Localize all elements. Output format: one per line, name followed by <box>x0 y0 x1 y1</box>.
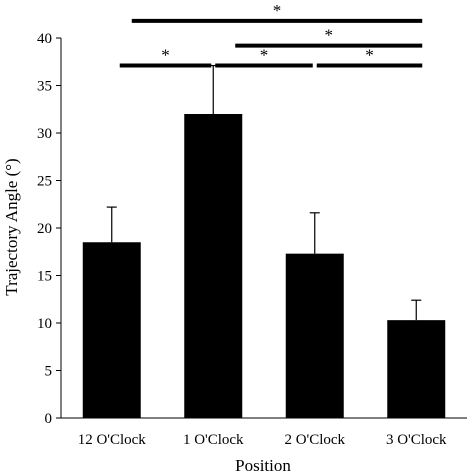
bar-3 <box>285 253 344 418</box>
bar-1 <box>82 242 141 418</box>
y-tick-label: 20 <box>37 221 52 237</box>
bar-2 <box>184 114 243 418</box>
x-tick-label: 12 O'Clock <box>78 432 147 448</box>
y-tick-label: 30 <box>37 126 52 142</box>
bars-layer <box>82 114 446 418</box>
y-axis-title: Trajectory Angle (°) <box>2 158 21 295</box>
x-tick-label: 3 O'Clock <box>386 432 447 448</box>
y-tick-label: 5 <box>45 364 53 380</box>
y-tick-label: 0 <box>45 411 53 427</box>
axes-layer <box>56 37 467 419</box>
y-tick-label: 10 <box>37 316 52 332</box>
y-tick-label: 15 <box>37 269 52 285</box>
y-tick-label: 40 <box>37 31 52 47</box>
bar-4 <box>387 320 446 418</box>
significance-star: * <box>260 46 269 65</box>
significance-star: * <box>325 26 334 45</box>
significance-layer: * * * * * <box>119 1 423 68</box>
significance-star: * <box>161 46 170 65</box>
tick-labels-layer: 0 5 10 15 20 25 30 35 40 12 O'Clock 1 O'Clock 2 O'C… <box>37 31 447 448</box>
x-tick-label: 2 O'Clock <box>284 432 345 448</box>
y-tick-label: 35 <box>37 79 52 95</box>
error-bars-layer <box>106 64 422 321</box>
x-axis-title: Position <box>235 456 291 475</box>
significance-star: * <box>273 1 282 20</box>
x-tick-label: 1 O'Clock <box>183 432 244 448</box>
significance-star: * <box>365 46 374 65</box>
y-tick-label: 25 <box>37 174 52 190</box>
